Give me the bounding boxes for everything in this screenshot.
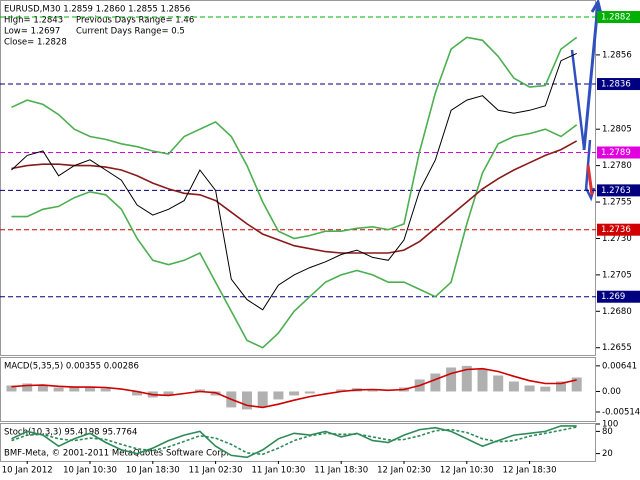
y-tick-label: 1.2856	[602, 50, 632, 60]
y-tick-label: 1.2805	[602, 125, 632, 135]
y-tick-label: 1.2705	[602, 270, 632, 280]
level-box	[597, 290, 640, 303]
x-tick-label: 11 Jan 02:30	[189, 466, 243, 476]
annotation: Previous Days Range= 1.46	[76, 16, 194, 26]
series-line	[11, 367, 577, 409]
x-tick-label: 10 Jan 10:30	[63, 466, 117, 476]
histogram-bar	[524, 385, 535, 392]
level-label: 1.269	[601, 292, 625, 302]
histogram-bar	[508, 381, 519, 392]
histogram-bar	[336, 389, 347, 392]
x-tick-label: 12 Jan 02:30	[377, 466, 431, 476]
histogram-bar	[242, 391, 252, 410]
histogram-bar	[571, 377, 582, 392]
x-tick-label: 12 Jan 10:30	[440, 466, 494, 476]
histogram-bar	[132, 391, 143, 396]
y-tick-label: 100	[602, 420, 618, 430]
histogram-bar	[493, 375, 504, 392]
series-line	[11, 36, 578, 240]
series-line	[11, 140, 578, 254]
histogram-bar	[556, 381, 566, 392]
y-tick-label: 1.2680	[602, 307, 632, 317]
up-arrow	[582, 0, 603, 151]
main-frame	[0, 0, 596, 356]
series-line	[11, 124, 578, 349]
series-line	[11, 52, 577, 311]
level-box	[597, 184, 640, 197]
level-label: 1.2789	[601, 148, 631, 158]
histogram-bar	[69, 387, 80, 392]
level-label: 1.2763	[601, 186, 631, 196]
x-tick-label: 11 Jan 18:30	[314, 466, 368, 476]
histogram-bar	[100, 388, 111, 392]
y-tick-label: 0.00641	[602, 361, 637, 371]
histogram-bar	[6, 385, 17, 392]
series-line	[11, 426, 577, 456]
panel-title: MACD(5,35,5) 0.00355 0.00286	[4, 362, 139, 372]
annotation: Low= 1.2697	[4, 27, 60, 37]
level-box	[597, 11, 640, 24]
histogram-bar	[22, 383, 33, 392]
histogram-bar	[430, 373, 441, 392]
histogram-bar	[257, 391, 268, 408]
panel-title: Stoch(10,3,3) 95.4198 95.7764	[4, 428, 137, 438]
y-tick-label: 80	[602, 427, 613, 437]
histogram-bar	[367, 390, 378, 392]
macd-frame	[0, 357, 596, 422]
histogram-bar	[85, 386, 95, 392]
annotation: High= 1.2843	[4, 16, 63, 26]
annotation: BMF-Meta, © 2001-2011 MetaQuotes Softwar…	[4, 449, 229, 459]
annotation: Current Days Range= 0.5	[76, 27, 185, 37]
level-box	[597, 146, 640, 159]
histogram-bar	[37, 385, 48, 392]
histogram-bar	[53, 387, 64, 392]
y-tick-label: -0.00514	[602, 407, 640, 417]
x-tick-label: 11 Jan 10:30	[251, 466, 305, 476]
x-tick-label: 10 Jan 2012	[2, 466, 53, 476]
down-arrow	[586, 164, 594, 196]
histogram-bar	[273, 391, 284, 400]
panel-title: EURUSD,M30 1.2859 1.2860 1.2855 1.2856	[4, 5, 190, 15]
level-box	[597, 223, 640, 236]
histogram-bar	[477, 369, 488, 392]
histogram-bar	[446, 367, 457, 392]
annotation: Close= 1.2828	[4, 38, 67, 48]
histogram-bar	[289, 391, 300, 396]
y-tick-label: 0.00	[602, 387, 621, 397]
histogram-bar	[163, 391, 174, 396]
x-tick-label: 12 Jan 18:30	[503, 466, 557, 476]
y-tick-label: 1.2755	[602, 198, 632, 208]
histogram-bar	[540, 386, 551, 392]
y-tick-label: 1.2780	[602, 161, 632, 171]
histogram-bar	[194, 389, 205, 392]
level-box	[597, 78, 640, 91]
level-label: 1.2882	[601, 13, 631, 23]
level-label: 1.2836	[601, 80, 631, 90]
stoch-frame	[0, 423, 596, 462]
y-tick-label: 20	[602, 449, 613, 459]
x-tick-label: 10 Jan 18:30	[126, 466, 180, 476]
series-line	[11, 425, 577, 459]
y-tick-label: 1.2655	[602, 343, 632, 353]
histogram-bar	[461, 365, 472, 392]
y-tick-label: 1.2730	[602, 234, 632, 244]
level-label: 1.2736	[601, 225, 631, 235]
histogram-bar	[304, 391, 315, 394]
